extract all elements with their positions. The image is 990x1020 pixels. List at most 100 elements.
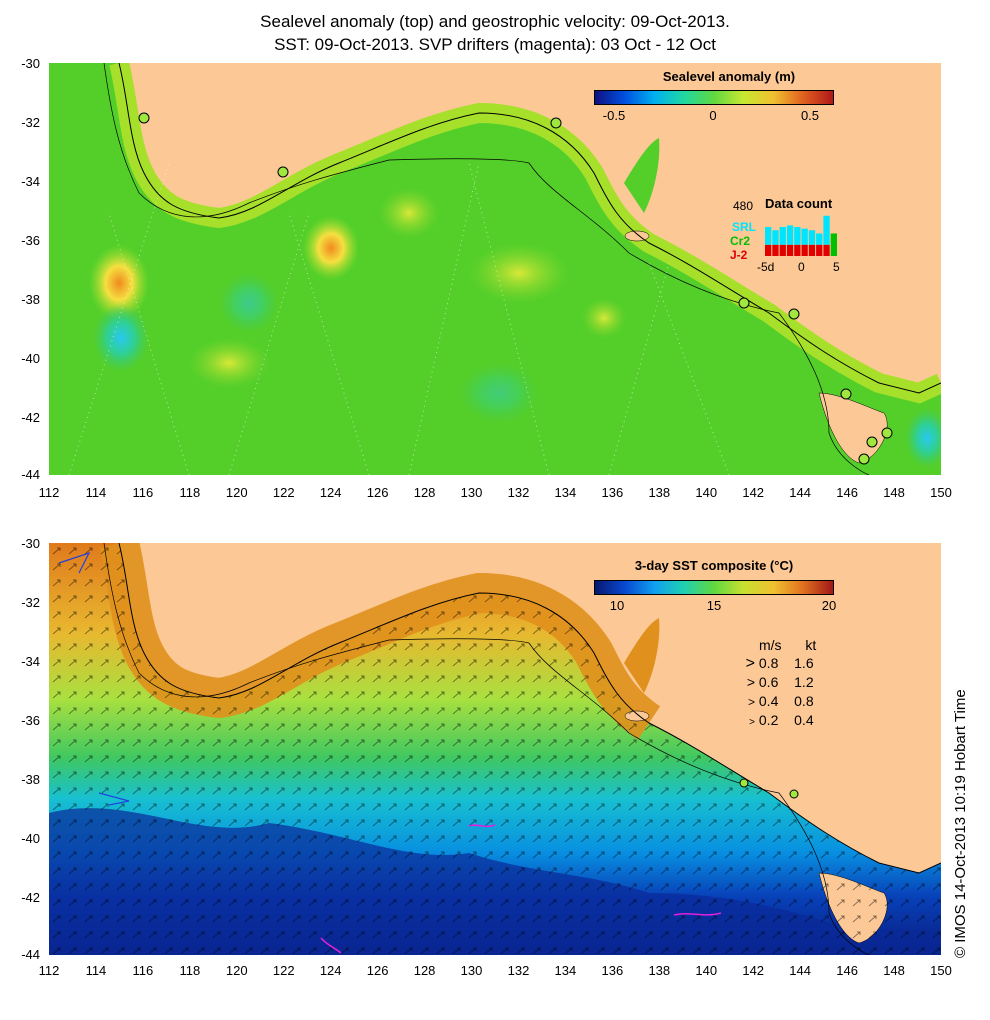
sla-colorbar-label: 0.5 [800,108,820,123]
x-tick-label: 120 [225,485,248,500]
spencer-gulf [624,138,660,213]
drifter-track-blue [58,551,91,574]
x-tick-label: 118 [179,485,201,500]
x-tick-label: 126 [366,485,389,500]
satellite-track [108,212,190,475]
data-count-bar-jason [823,244,830,256]
data-count-title: Data count [765,196,833,211]
velocity-legend-row: > 0.8 1.6 [737,655,814,673]
velocity-kt-value: 0.8 [794,693,814,709]
y-tick-label: -34 [21,174,40,189]
satellite-label-jason: J-2 [730,248,748,262]
sst-map: 3-day SST composite (°C) 10 15 20 m/s kt… [49,543,941,955]
data-count-bar-jason [779,244,786,256]
data-count-bar-saral [765,227,772,245]
data-count-bar-jason [772,244,779,256]
x-tick-label: 114 [85,485,107,500]
sla-coastline [118,63,941,394]
velocity-legend-row: > 0.2 0.4 [737,712,814,728]
y-tick-label: -40 [21,351,40,366]
velocity-arrow-field [49,543,941,955]
y-tick-label: -40 [21,831,40,846]
sst-colorbar-label: 20 [821,598,837,613]
x-tick-label: 138 [648,963,671,978]
velocity-ms-value: 0.6 [758,674,779,690]
x-tick-label: 136 [601,485,624,500]
sst-colorbar-label: 15 [706,598,722,613]
x-tick-label: 150 [930,485,952,500]
drifter-track [320,937,342,954]
sla-map-graphic [49,63,941,475]
data-count-bar-jason [801,244,808,256]
velocity-ms-value: 0.4 [758,693,779,709]
y-tick-label: -32 [21,115,40,130]
drifter-track [673,912,722,916]
x-tick-label: 128 [413,963,436,978]
data-count-bar-saral [794,227,801,245]
x-tick-label: 130 [460,485,483,500]
sst-colorbar [594,580,834,595]
y-tick-label: -32 [21,595,40,610]
sst-coastline [118,543,941,874]
velocity-arrow-icon: > [746,674,755,690]
data-count-bar-jason [816,244,823,256]
x-tick-label: 148 [883,485,905,500]
sealevel-anomaly-map: Sealevel anomaly (m) -0.5 0 0.5 480 Data… [49,63,941,475]
drifter-track-blue [98,792,130,806]
sla-eddy-cold-4 [459,363,539,423]
sla-eddy-warm-3 [379,188,439,238]
x-tick-label: 142 [742,485,765,500]
data-count-chart [765,210,838,256]
x-tick-label: 132 [507,485,530,500]
sla-eddy-warm-1 [89,245,149,321]
x-tick-label: 134 [554,485,577,500]
tide-gauge [866,436,878,448]
x-tick-label: 122 [272,485,295,500]
sst-map-graphic [49,543,941,955]
tide-gauge [739,778,749,788]
spencer-gulf [624,618,660,693]
velocity-legend-header: m/s kt [759,637,816,653]
sla-colorbar-label: 0 [709,108,717,123]
velocity-unit-ms: m/s [759,637,782,653]
sla-eddy-warm-2 [303,216,359,280]
data-count-xlabel: -5d [757,260,775,274]
imos-credit: © IMOS 14-Oct-2013 10:19 Hobart Time [952,689,969,958]
x-tick-label: 138 [648,485,671,500]
tide-gauge [881,427,893,439]
velocity-kt-value: 1.6 [794,655,814,671]
sla-eddy-warm-5 [582,298,626,338]
drifter-track [468,824,496,828]
velocity-kt-value: 0.4 [794,712,814,728]
velocity-arrow-icon: > [745,655,755,672]
data-count-bar-jason [808,244,816,256]
sst-colorbar-label: 10 [609,598,625,613]
velocity-ms-value: 0.2 [758,712,779,728]
tide-gauge [277,166,289,178]
x-tick-label: 120 [225,963,248,978]
data-count-bar-saral [786,225,794,245]
y-tick-label: -44 [21,947,40,962]
y-tick-label: -36 [21,233,40,248]
tide-gauge [738,297,750,309]
x-tick-label: 148 [883,963,905,978]
title-line-1: Sealevel anomaly (top) and geostrophic v… [260,12,730,31]
x-tick-label: 112 [38,485,60,500]
shelf-contour [103,543,870,955]
data-count-bar-saral [779,227,786,245]
y-tick-label: -42 [21,890,40,905]
velocity-arrow-icon: > [749,717,755,728]
velocity-ms-value: 0.8 [758,655,779,671]
x-tick-label: 150 [930,963,952,978]
x-tick-label: 112 [38,963,60,978]
x-tick-label: 124 [319,485,342,500]
data-count-bar-saral [823,215,830,245]
tide-gauge [840,388,852,400]
title-line-2: SST: 09-Oct-2013. SVP drifters (magenta)… [274,35,716,54]
sla-colorbar [594,90,834,105]
tide-gauge [858,453,870,465]
kangaroo-island [624,230,650,242]
x-tick-label: 132 [507,963,530,978]
x-tick-label: 122 [272,963,295,978]
data-count-bar-saral [772,230,779,245]
